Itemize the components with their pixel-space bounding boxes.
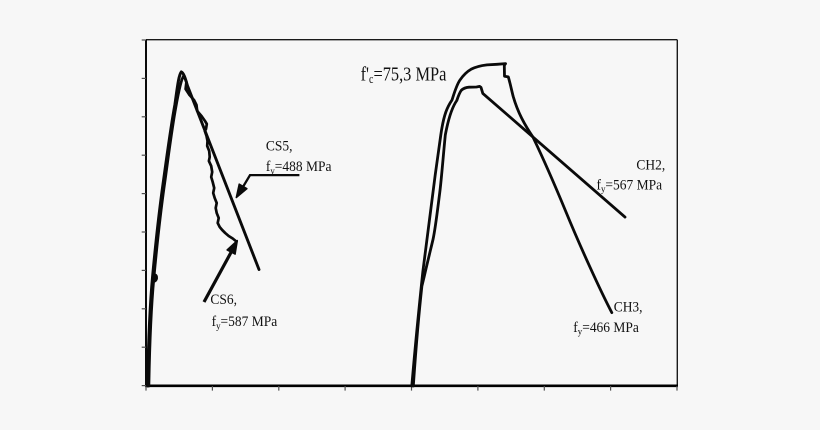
svg-text:fy=587 MPa: fy=587 MPa [212, 315, 278, 331]
svg-text:CS5,: CS5, [266, 139, 293, 155]
svg-text:CS6,: CS6, [210, 293, 237, 309]
svg-text:fy=567 MPa: fy=567 MPa [597, 178, 663, 194]
svg-text:CH3,: CH3, [614, 300, 643, 316]
svg-text:CH2,: CH2, [636, 158, 665, 174]
svg-text:fy=488 MPa: fy=488 MPa [266, 160, 332, 176]
svg-text:f'c=75,3 MPa: f'c=75,3 MPa [361, 63, 447, 86]
svg-text:fy=466 MPa: fy=466 MPa [573, 321, 639, 337]
